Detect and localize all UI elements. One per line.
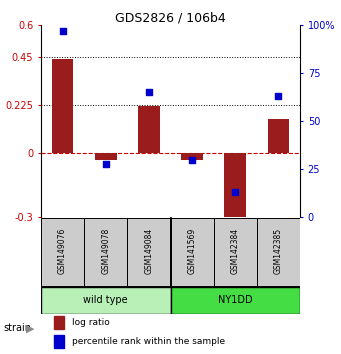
- Text: GSM149078: GSM149078: [101, 228, 110, 274]
- Text: log ratio: log ratio: [72, 319, 110, 327]
- Bar: [127, 218, 170, 286]
- Bar: [41, 218, 84, 286]
- Bar: [54, 316, 64, 329]
- Bar: [138, 106, 160, 153]
- Title: GDS2826 / 106b4: GDS2826 / 106b4: [115, 12, 226, 25]
- Bar: [170, 287, 300, 314]
- Text: GSM142385: GSM142385: [274, 228, 283, 274]
- Point: [60, 28, 65, 33]
- Bar: [52, 59, 73, 153]
- Bar: [41, 287, 170, 314]
- Bar: [268, 119, 289, 153]
- Bar: [170, 218, 214, 286]
- Bar: [95, 153, 117, 160]
- Point: [233, 190, 238, 195]
- Text: GSM141569: GSM141569: [188, 228, 197, 274]
- Point: [103, 161, 108, 166]
- Text: NY1DD: NY1DD: [218, 295, 253, 306]
- Text: percentile rank within the sample: percentile rank within the sample: [72, 337, 225, 346]
- Bar: [257, 218, 300, 286]
- Bar: [214, 218, 257, 286]
- Text: GSM149076: GSM149076: [58, 228, 67, 274]
- Bar: [224, 153, 246, 222]
- Point: [276, 93, 281, 99]
- Text: ▶: ▶: [26, 323, 34, 333]
- Text: GSM149084: GSM149084: [144, 228, 153, 274]
- Point: [189, 157, 195, 162]
- Bar: [84, 218, 127, 286]
- Bar: [54, 335, 64, 348]
- Text: strain: strain: [3, 323, 31, 333]
- Text: GSM142384: GSM142384: [231, 228, 240, 274]
- Text: wild type: wild type: [84, 295, 128, 306]
- Point: [146, 90, 152, 95]
- Bar: [181, 153, 203, 160]
